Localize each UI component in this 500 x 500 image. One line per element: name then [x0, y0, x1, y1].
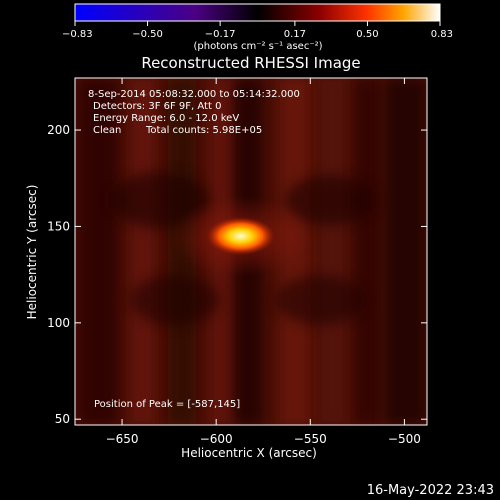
- x-tick-label: −500: [388, 432, 421, 446]
- colorbar-tick-label: 0.50: [356, 29, 378, 40]
- y-tick-label: 50: [55, 412, 70, 426]
- x-tick-label: −650: [106, 432, 139, 446]
- axis-ticks: −650 −600 −550 −500 50 100 150 200: [47, 78, 427, 446]
- y-tick-label: 100: [47, 316, 70, 330]
- y-axis-label: Heliocentric Y (arcsec): [25, 185, 39, 320]
- annotation-detectors: Detectors: 3F 6F 9F, Att 0: [93, 101, 221, 112]
- plot-frame: [74, 77, 428, 426]
- y-tick-label: 150: [47, 219, 70, 233]
- annotation-energy: Energy Range: 6.0 - 12.0 keV: [93, 113, 239, 124]
- colorbar-tick-label: −0.83: [62, 29, 93, 40]
- colorbar-unit-label: (photons cm⁻² s⁻¹ asec⁻²): [193, 41, 322, 52]
- colorbar-tick-label: 0.17: [284, 29, 306, 40]
- colorbar-tick-label: −0.50: [132, 29, 163, 40]
- x-axis-label: Heliocentric X (arcsec): [181, 446, 317, 460]
- colorbar: [74, 3, 441, 22]
- annotation-total-counts: Total counts: 5.98E+05: [145, 125, 262, 136]
- annotation-clean: Clean: [93, 125, 121, 136]
- y-tick-label: 200: [47, 123, 70, 137]
- heatmap-image: [75, 78, 427, 425]
- x-tick-label: −600: [200, 432, 233, 446]
- timestamp: 16-May-2022 23:43: [367, 483, 494, 498]
- colorbar-tick-label: −0.17: [205, 29, 236, 40]
- colorbar-ticks: −0.83 −0.50 −0.17 0.17 0.50 0.83: [62, 21, 453, 40]
- annotation-time-range: 8-Sep-2014 05:08:32.000 to 05:14:32.000: [88, 89, 300, 100]
- annotation-block: 8-Sep-2014 05:08:32.000 to 05:14:32.000 …: [88, 89, 300, 410]
- annotation-peak: Position of Peak = [-587,145]: [94, 399, 240, 410]
- x-tick-label: −550: [294, 432, 327, 446]
- chart-title: Reconstructed RHESSI Image: [141, 54, 360, 72]
- colorbar-tick-label: 0.83: [431, 29, 453, 40]
